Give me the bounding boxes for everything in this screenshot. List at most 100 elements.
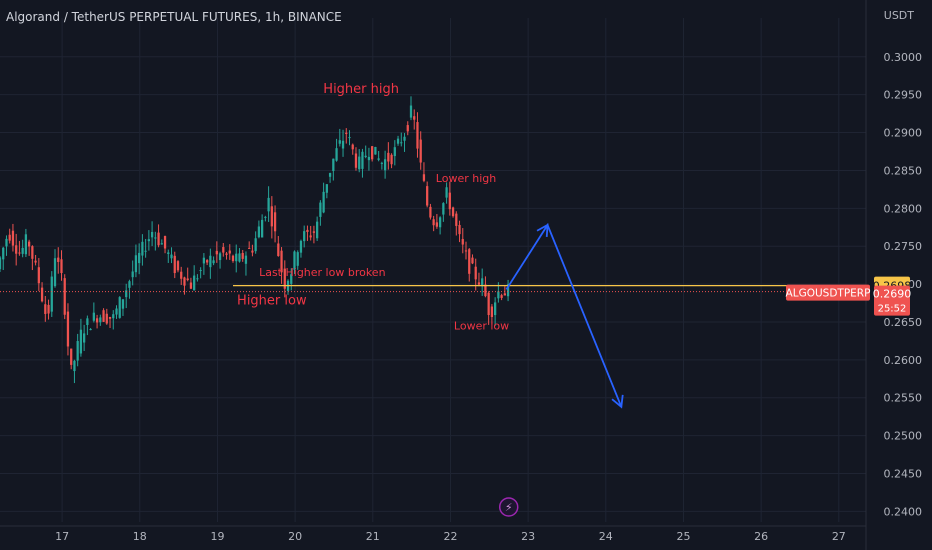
candle-body xyxy=(118,297,121,318)
symbol-badge xyxy=(786,284,870,301)
arrow-head-up xyxy=(536,223,549,238)
candle-body xyxy=(280,250,283,273)
x-tick-label: 22 xyxy=(443,530,457,543)
annotation-label: Last Higher low broken xyxy=(259,266,385,279)
candle-body xyxy=(53,258,57,287)
candle-body xyxy=(128,281,131,288)
candle-body xyxy=(290,274,293,284)
candle-body xyxy=(157,232,160,246)
x-tick-label: 25 xyxy=(676,530,690,543)
candle-body xyxy=(416,122,419,149)
candle-body xyxy=(170,254,173,259)
candle-body xyxy=(102,310,105,322)
candle-body xyxy=(15,245,18,254)
candle-body xyxy=(319,202,322,217)
y-tick-label: 0.2850 xyxy=(884,164,923,177)
candle-body xyxy=(212,260,215,264)
annotation-label: Higher low xyxy=(237,294,307,309)
candle-body xyxy=(371,146,374,160)
candle-body xyxy=(167,252,170,255)
forecast-arrows xyxy=(505,223,624,409)
candle-body xyxy=(273,212,277,232)
candle-body xyxy=(409,105,413,118)
candle-body xyxy=(403,136,406,141)
y-tick-label: 0.2550 xyxy=(884,392,923,405)
candle-body xyxy=(70,348,73,365)
candle-body xyxy=(202,257,206,264)
candle-body xyxy=(455,213,458,226)
candle-body xyxy=(160,243,163,245)
candle-body xyxy=(115,308,118,315)
candle-body xyxy=(335,148,338,161)
candle-body xyxy=(422,174,426,181)
candle-body xyxy=(464,250,468,252)
last-price-badge xyxy=(874,285,910,316)
candle-body xyxy=(60,259,63,274)
candle-body xyxy=(11,230,15,246)
candle-body xyxy=(345,132,348,134)
candle-body xyxy=(209,255,212,268)
candle-body xyxy=(89,329,92,331)
candle-body xyxy=(131,271,134,278)
last-price-label: 0.2690 xyxy=(873,288,912,301)
candle-body xyxy=(468,249,471,274)
candle-body xyxy=(474,266,477,280)
candle-body xyxy=(312,231,316,233)
candle-body xyxy=(244,255,248,264)
candle-body xyxy=(125,290,128,298)
candle-body xyxy=(503,293,506,296)
y-tick-label: 0.2900 xyxy=(884,127,923,140)
candle-body xyxy=(325,184,328,193)
candle-body xyxy=(73,360,76,372)
candle-body xyxy=(387,152,390,162)
candle-body xyxy=(37,267,40,284)
countdown-label: 25:52 xyxy=(878,304,907,315)
candle-body xyxy=(309,235,312,238)
currency-label: USDT xyxy=(883,9,914,22)
candle-body xyxy=(134,255,138,273)
candle-body xyxy=(260,219,264,238)
candle-body xyxy=(147,239,150,242)
candle-body xyxy=(50,276,53,312)
candle-body xyxy=(222,247,225,253)
x-tick-label: 26 xyxy=(754,530,768,543)
candle-body xyxy=(374,146,377,155)
candle-body xyxy=(341,140,345,149)
candle-body xyxy=(31,246,34,259)
candle-body xyxy=(406,125,409,132)
candle-body xyxy=(86,318,89,325)
candle-body xyxy=(497,291,500,299)
candle-body xyxy=(316,221,319,239)
candle-body xyxy=(218,253,222,261)
y-tick-label: 0.2650 xyxy=(884,316,923,329)
candle-body xyxy=(121,299,125,309)
candle-body xyxy=(494,302,497,316)
chart-title: Algorand / TetherUS PERPETUAL FUTURES, 1… xyxy=(6,10,342,24)
candle-body xyxy=(461,239,464,245)
candle-body xyxy=(390,154,393,165)
candle-body xyxy=(83,333,86,343)
x-tick-label: 20 xyxy=(288,530,302,543)
candle-body xyxy=(354,153,358,168)
candle-body xyxy=(419,139,422,163)
candle-body xyxy=(500,295,503,298)
candle-body xyxy=(484,284,487,297)
candle-body xyxy=(238,253,241,262)
candle-body xyxy=(351,144,354,150)
candle-body xyxy=(303,231,306,242)
x-tick-label: 27 xyxy=(832,530,846,543)
lightning-icon: ⚡ xyxy=(505,501,513,514)
y-tick-label: 0.2750 xyxy=(884,240,923,253)
candle-body xyxy=(196,278,199,280)
candle-body xyxy=(396,138,400,144)
candle-body xyxy=(348,137,351,139)
candle-body xyxy=(367,156,371,161)
candle-body xyxy=(150,231,154,238)
candle-body xyxy=(435,222,439,227)
candle-body xyxy=(47,304,50,314)
arrow-head-down xyxy=(611,394,624,409)
candle-body xyxy=(426,186,429,206)
candle-body xyxy=(92,312,95,321)
candle-body xyxy=(205,260,209,263)
